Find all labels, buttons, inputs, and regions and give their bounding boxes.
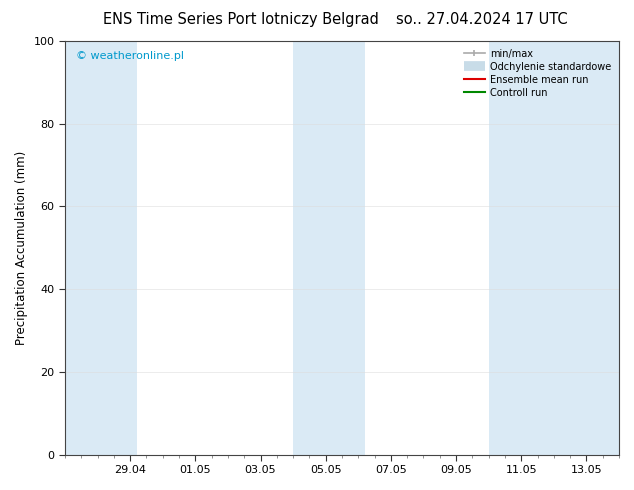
Text: © weatheronline.pl: © weatheronline.pl: [76, 51, 184, 61]
Legend: min/max, Odchylenie standardowe, Ensemble mean run, Controll run: min/max, Odchylenie standardowe, Ensembl…: [461, 46, 614, 100]
Text: so.. 27.04.2024 17 UTC: so.. 27.04.2024 17 UTC: [396, 12, 567, 27]
Bar: [65, 41, 137, 455]
Bar: [489, 41, 619, 455]
Text: ENS Time Series Port lotniczy Belgrad: ENS Time Series Port lotniczy Belgrad: [103, 12, 379, 27]
Y-axis label: Precipitation Accumulation (mm): Precipitation Accumulation (mm): [15, 151, 28, 345]
Bar: [293, 41, 365, 455]
